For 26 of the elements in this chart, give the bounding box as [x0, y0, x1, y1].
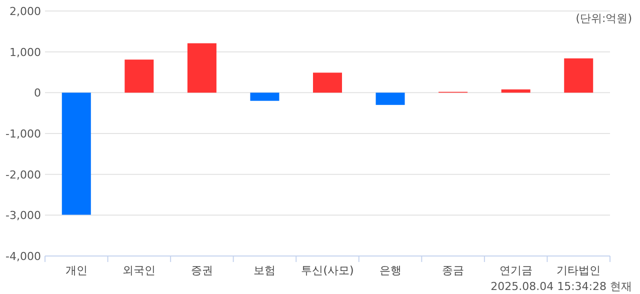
bar — [187, 43, 216, 93]
bar — [376, 92, 405, 105]
text: 2025.08.04 15:34:28 현재 — [490, 280, 632, 293]
bar — [62, 92, 91, 215]
y-tick-label: -2,000 — [6, 168, 41, 182]
x-tick-label: 증권 — [190, 264, 213, 277]
y-tick-label: 2,000 — [10, 5, 41, 18]
y-tick-label: 0 — [34, 86, 41, 100]
bar — [501, 89, 530, 93]
y-tick-label: -4,000 — [6, 250, 41, 263]
x-tick-label: 은행 — [379, 264, 402, 277]
x-tick-label: 기타법인 — [556, 264, 601, 277]
annotation: (단위:억원) — [576, 12, 632, 25]
x-tick-label: 종금 — [442, 264, 464, 277]
x-tick-label: 보험 — [254, 264, 276, 277]
bar — [250, 92, 280, 101]
x-tick-label: 연기금 — [499, 264, 532, 277]
y-tick-label: -1,000 — [6, 128, 41, 140]
x-tick-label: 개인 — [65, 264, 88, 277]
x-tick-label: 외국인 — [122, 264, 156, 277]
bar — [124, 60, 154, 93]
bar — [313, 72, 342, 93]
x-tick-label: 투신(사모) — [301, 264, 354, 277]
y-tick-label: -3,000 — [6, 209, 41, 222]
bar — [564, 58, 594, 93]
y-tick-label: 1,000 — [10, 46, 41, 59]
